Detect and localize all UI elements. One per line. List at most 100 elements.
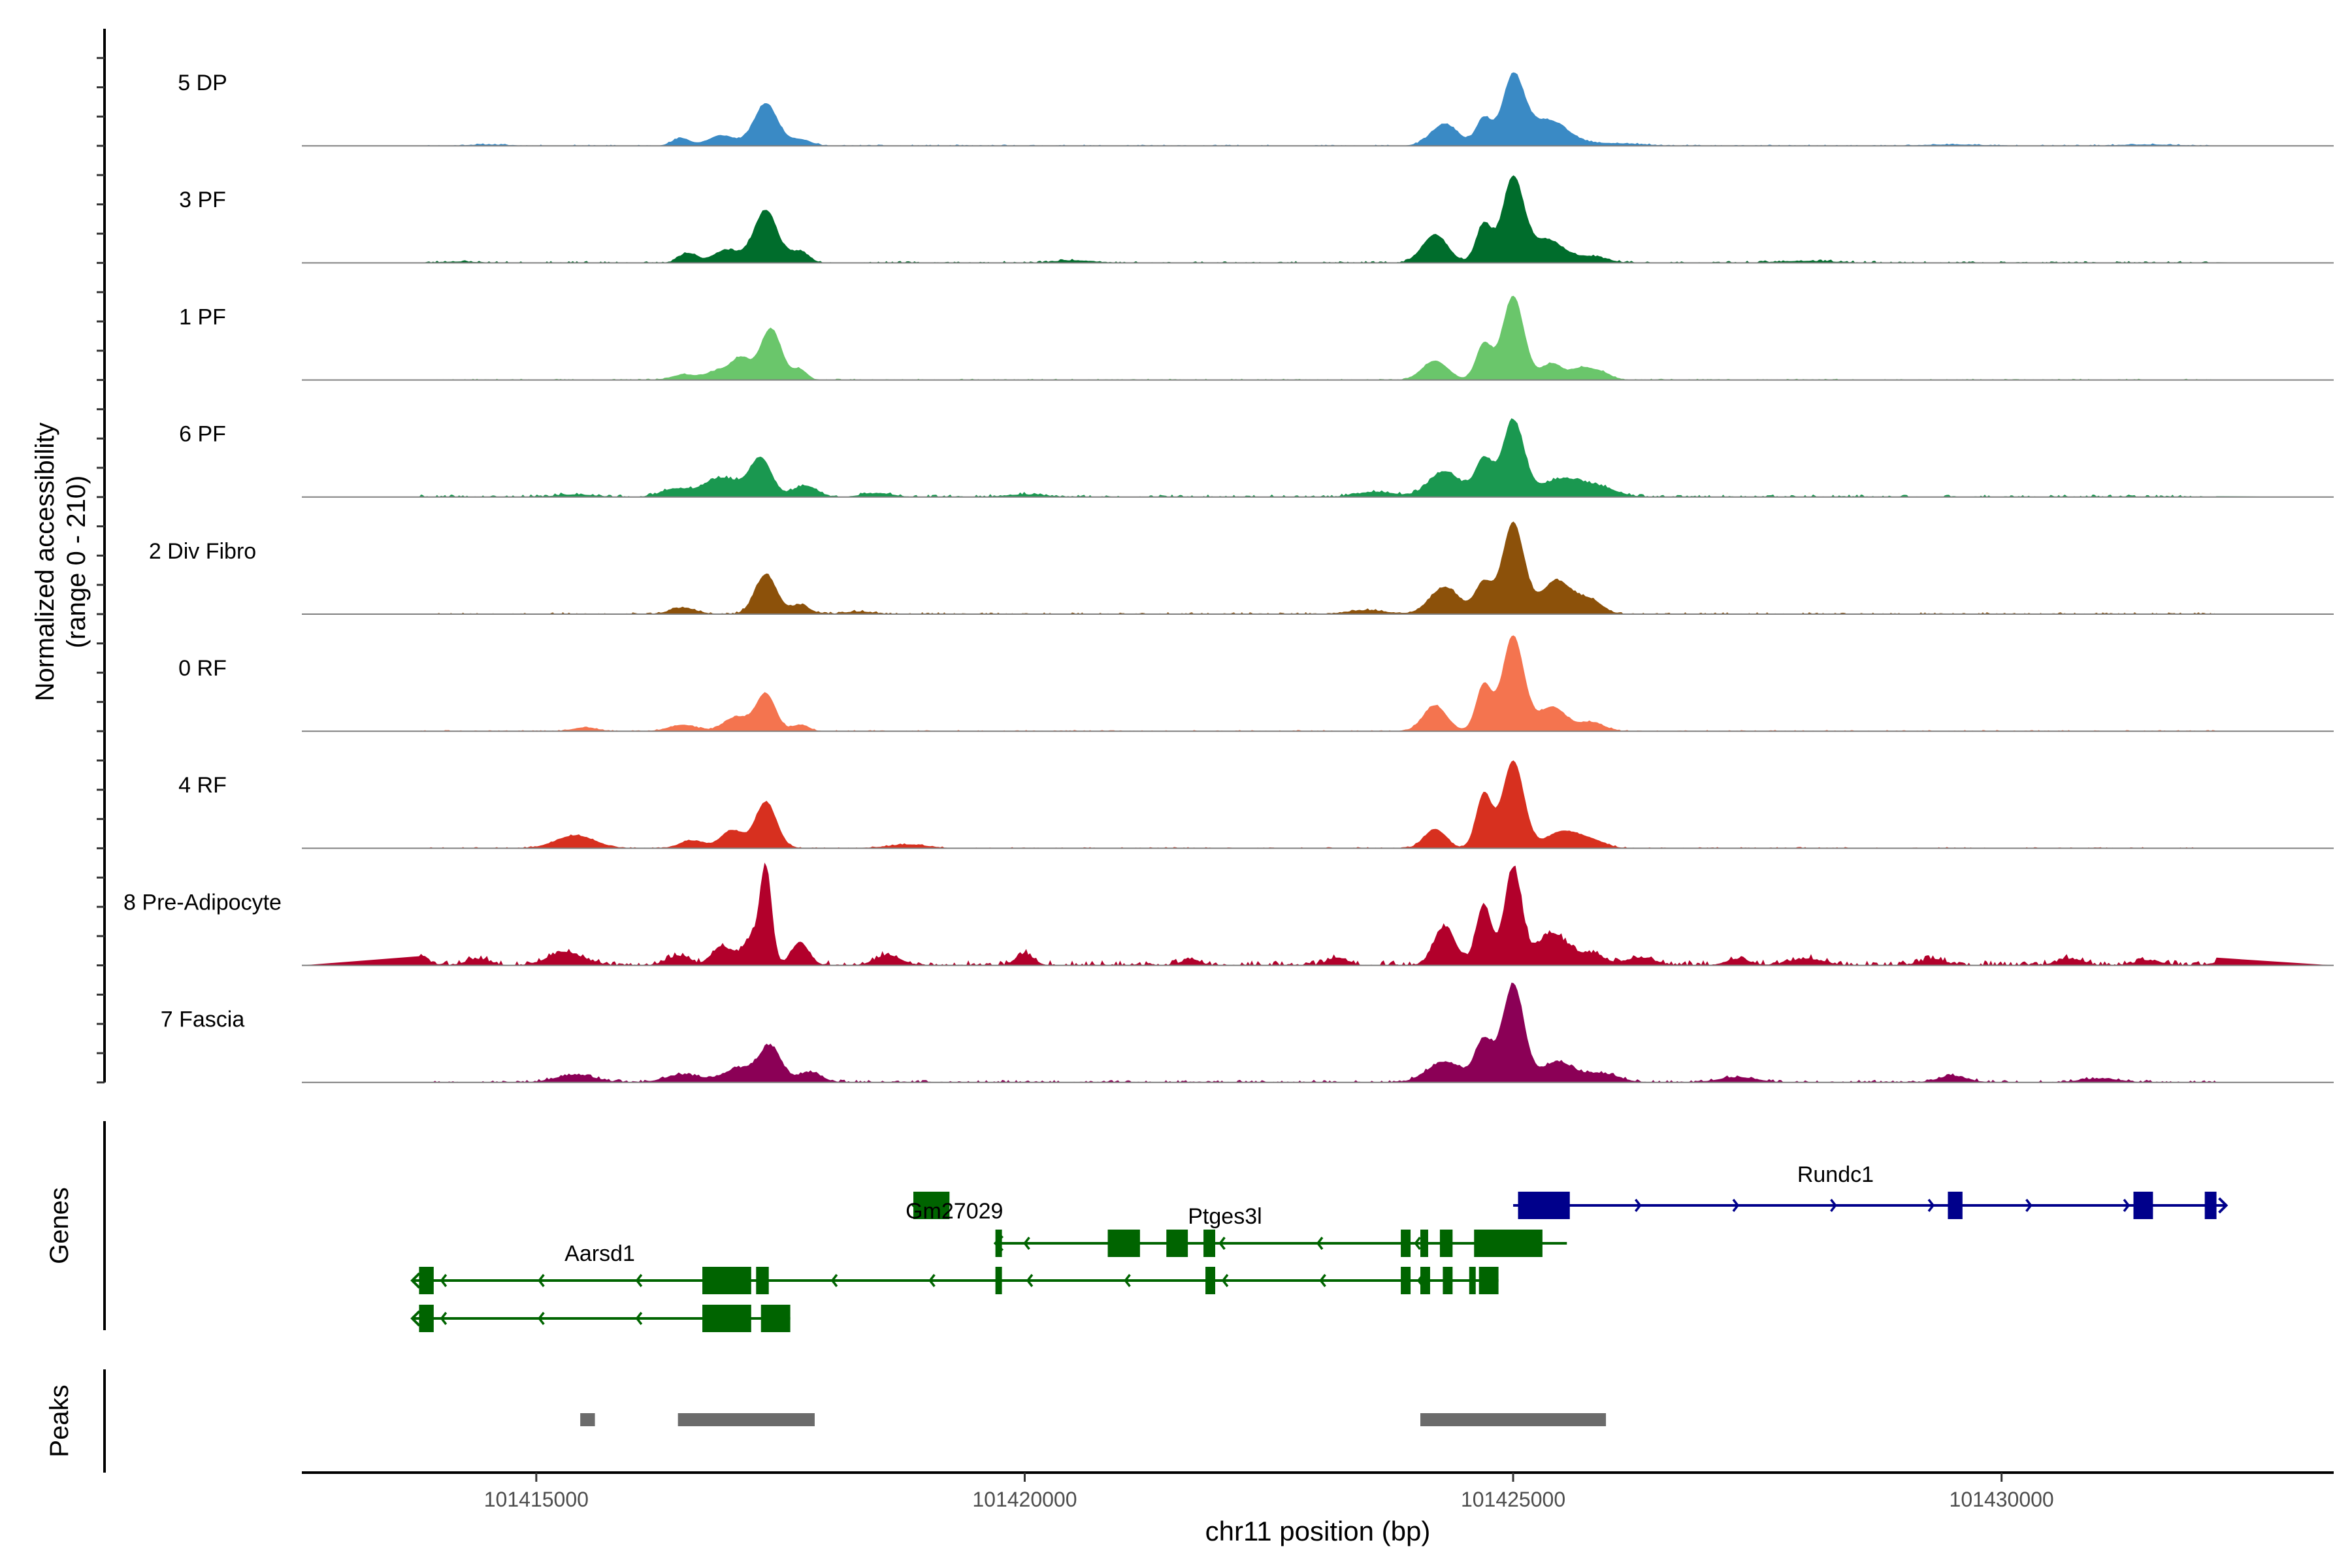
coverage-area — [302, 760, 2334, 849]
strand-chevron — [1221, 1273, 1229, 1288]
strand-arrowhead — [2218, 1197, 2229, 1214]
gene-transcript — [410, 1305, 791, 1332]
strand-chevron — [1635, 1198, 1642, 1213]
peak-regions — [580, 1413, 1607, 1426]
strand-chevron — [1414, 1236, 1421, 1250]
strand-chevron — [1026, 1273, 1034, 1288]
gene-label: Gm27029 — [906, 1199, 1003, 1224]
coverage-area — [302, 983, 2334, 1083]
exon — [702, 1305, 751, 1332]
strand-chevron — [440, 1311, 448, 1326]
exon — [913, 1192, 950, 1219]
x-tick-label: 101425000 — [1461, 1488, 1565, 1511]
exon — [1205, 1267, 1216, 1294]
y-axis-title: Normalized accessibility (range 0 - 210) — [31, 423, 91, 702]
x-tick-label: 101430000 — [1950, 1488, 2054, 1511]
strand-arrowhead — [410, 1310, 421, 1327]
coverage-area — [302, 175, 2334, 263]
exon — [1401, 1230, 1411, 1257]
coverage-area — [302, 635, 2334, 732]
track-label: 7 Fascia — [161, 1007, 245, 1032]
peaks-track-label: Peaks — [45, 1384, 74, 1457]
track-2-div-fibro: 2 Div Fibro — [149, 521, 2334, 615]
track-1-pf: 1 PF — [179, 295, 2334, 381]
track-label: 2 Div Fibro — [149, 539, 256, 564]
exon — [1401, 1267, 1411, 1294]
y-axis-title-line2: (range 0 - 210) — [62, 476, 91, 649]
track-0-rf: 0 RF — [178, 635, 2334, 732]
strand-chevron — [635, 1311, 643, 1326]
strand-arrowhead — [410, 1272, 421, 1289]
strand-chevron — [1319, 1273, 1326, 1288]
x-axis: 101415000 101420000 101425000 101430000 chr… — [302, 1471, 2334, 1546]
exon — [756, 1267, 769, 1294]
exon — [1420, 1230, 1428, 1257]
strand-chevron — [1124, 1273, 1131, 1288]
gene-label: Ptges3l — [1188, 1204, 1262, 1229]
exon — [1478, 1267, 1499, 1294]
exon — [419, 1305, 434, 1332]
strand-chevron — [538, 1311, 545, 1326]
coverage-area — [302, 418, 2334, 497]
strand-chevron — [2123, 1198, 2131, 1213]
genes-track-label: Genes — [45, 1187, 74, 1264]
x-tick-label: 101415000 — [484, 1488, 589, 1511]
exon — [1469, 1267, 1476, 1294]
gene-aarsd1: Aarsd1 — [410, 1241, 1499, 1294]
track-label: 5 DP — [178, 71, 227, 95]
exon — [1443, 1267, 1453, 1294]
gene-gm27029: Gm27029 — [906, 1192, 1003, 1224]
track-7-fascia: 7 Fascia — [161, 983, 2334, 1083]
exon — [1166, 1230, 1188, 1257]
coverage-area — [302, 862, 2334, 966]
peak-region — [678, 1413, 815, 1426]
gene-label: Rundc1 — [1797, 1162, 1874, 1187]
track-label: 3 PF — [179, 188, 226, 212]
exon — [995, 1267, 1002, 1294]
strand-chevron — [635, 1273, 643, 1288]
x-axis-ticks: 101415000 101420000 101425000 101430000 — [484, 1473, 2054, 1511]
exon — [1474, 1230, 1543, 1257]
track-label: 6 PF — [179, 422, 226, 447]
gene-models: Rundc1 Gm27029 Ptges3l Aarsd1 — [410, 1162, 2229, 1332]
strand-chevron — [440, 1273, 448, 1288]
gene-label: Aarsd1 — [564, 1241, 635, 1266]
track-6-pf: 6 PF — [179, 418, 2334, 498]
peak-region — [1420, 1413, 1607, 1426]
strand-chevron — [1927, 1198, 1935, 1213]
peak-region — [580, 1413, 595, 1426]
strand-chevron — [928, 1273, 936, 1288]
exon — [2133, 1192, 2153, 1219]
exon — [702, 1267, 751, 1294]
exon — [760, 1305, 791, 1332]
exon — [1420, 1267, 1430, 1294]
strand-chevron — [2025, 1198, 2033, 1213]
track-label: 8 Pre-Adipocyte — [123, 890, 282, 915]
peaks-panel: Peaks — [45, 1369, 1607, 1473]
coverage-area — [302, 295, 2334, 380]
genes-panel: Genes Rundc1 Gm27029 Ptges3l Aarsd1 — [45, 1121, 2229, 1332]
exon — [1439, 1230, 1453, 1257]
exon — [2204, 1192, 2217, 1219]
strand-chevron — [1732, 1198, 1740, 1213]
track-label: 0 RF — [178, 656, 227, 681]
exon — [995, 1230, 1002, 1257]
gene-rundc1: Rundc1 — [1513, 1162, 2229, 1219]
track-8-pre-adipocyte: 8 Pre-Adipocyte — [123, 862, 2334, 966]
exon — [1518, 1192, 1570, 1219]
coverage-area — [302, 521, 2334, 614]
x-tick-label: 101420000 — [972, 1488, 1077, 1511]
y-axis-title-line1: Normalized accessibility — [31, 423, 59, 702]
strand-chevron — [538, 1273, 545, 1288]
strand-chevron — [1023, 1236, 1030, 1250]
x-axis-title: chr11 position (bp) — [1205, 1516, 1431, 1546]
strand-chevron — [1830, 1198, 1837, 1213]
gene-ptges3l: Ptges3l — [993, 1204, 1567, 1257]
track-4-rf: 4 RF — [178, 760, 2334, 849]
exon — [1107, 1230, 1140, 1257]
exon — [419, 1267, 434, 1294]
coverage-area — [302, 72, 2334, 146]
track-label: 1 PF — [179, 304, 226, 329]
track-3-pf: 3 PF — [179, 175, 2334, 264]
coverage-tracks: 5 DP 3 PF 1 PF 6 PF 2 Div Fibro 0 RF 4 RF 8 Pre… — [123, 71, 2334, 1083]
